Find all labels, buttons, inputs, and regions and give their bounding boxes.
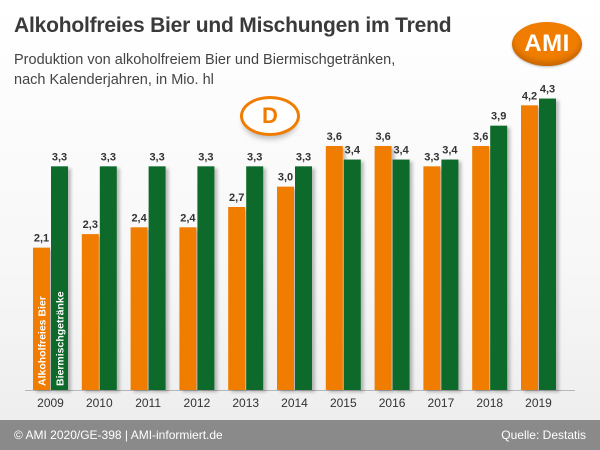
x-tick-label-2019: 2019	[525, 396, 552, 410]
chart-subtitle-line2: nach Kalenderjahren, in Mio. hl	[14, 72, 214, 88]
x-tick-label-2015: 2015	[330, 396, 357, 410]
value-label-alkoholfreies-bier-2019: 4,2	[522, 90, 537, 102]
legend-label-biermischgetraenke: Biermischgetränke	[55, 291, 67, 386]
value-label-alkoholfreies-bier-2013: 2,7	[229, 192, 244, 204]
bar-alkoholfreies-bier-2011	[130, 227, 148, 390]
bar-alkoholfreies-bier-2018	[472, 146, 490, 390]
value-label-alkoholfreies-bier-2010: 2,3	[83, 219, 98, 231]
bar-alkoholfreies-bier-2012	[179, 227, 197, 390]
bar-biermischgetraenke-2013	[246, 166, 264, 390]
footer-copyright: © AMI 2020/GE-398 | AMI-informiert.de	[14, 428, 223, 442]
value-label-alkoholfreies-bier-2011: 2,4	[131, 212, 147, 224]
bar-alkoholfreies-bier-2019	[521, 105, 538, 390]
value-label-alkoholfreies-bier-2014: 3,0	[278, 172, 293, 184]
bar-alkoholfreies-bier-2013	[228, 207, 246, 390]
country-badge: D	[240, 96, 300, 136]
bar-alkoholfreies-bier-2016	[374, 146, 392, 390]
value-label-biermischgetraenke-2010: 3,3	[101, 151, 116, 163]
bar-biermischgetraenke-2017	[441, 159, 459, 390]
value-label-biermischgetraenke-2009: 3,3	[52, 151, 67, 163]
footer-source: Quelle: Destatis	[501, 428, 586, 442]
bar-biermischgetraenke-2009	[51, 166, 68, 390]
value-label-biermischgetraenke-2015: 3,4	[345, 145, 361, 157]
value-label-biermischgetraenke-2014: 3,3	[296, 151, 311, 163]
bar-alkoholfreies-bier-2014	[277, 186, 294, 390]
bar-alkoholfreies-bier-2010	[81, 234, 99, 390]
value-label-biermischgetraenke-2012: 3,3	[198, 151, 213, 163]
bar-alkoholfreies-bier-2015	[325, 146, 343, 390]
bar-alkoholfreies-bier-2017	[423, 166, 441, 390]
bar-biermischgetraenke-2010	[99, 166, 117, 390]
value-label-alkoholfreies-bier-2009: 2,1	[34, 233, 49, 245]
legend-label-alkoholfreies-bier: Alkoholfreies Bier	[37, 296, 49, 386]
footer-bar: © AMI 2020/GE-398 | AMI-informiert.de Qu…	[0, 420, 600, 450]
bar-biermischgetraenke-2015	[343, 159, 361, 390]
value-label-biermischgetraenke-2013: 3,3	[247, 151, 262, 163]
chart-subtitle-line1: Produktion von alkoholfreiem Bier und Bi…	[14, 52, 396, 68]
bar-chart: 2,1 3,3 2009 2,3 3,3 2010 2,4 3,3 2011 2,4 3,3 2012…	[25, 84, 575, 410]
bar-biermischgetraenke-2019	[539, 98, 556, 391]
value-label-biermischgetraenke-2017: 3,4	[442, 145, 458, 157]
bar-biermischgetraenke-2018	[490, 125, 508, 391]
x-tick-label-2011: 2011	[135, 396, 161, 410]
value-label-alkoholfreies-bier-2016: 3,6	[375, 131, 390, 143]
value-label-biermischgetraenke-2011: 3,3	[149, 151, 164, 163]
value-label-alkoholfreies-bier-2015: 3,6	[327, 131, 342, 143]
bar-alkoholfreies-bier-2009	[33, 247, 50, 390]
value-label-biermischgetraenke-2018: 3,9	[491, 111, 506, 123]
x-tick-label-2014: 2014	[281, 396, 308, 410]
value-label-alkoholfreies-bier-2012: 2,4	[180, 212, 196, 224]
x-tick-label-2013: 2013	[232, 396, 259, 410]
bar-biermischgetraenke-2016	[392, 159, 410, 390]
value-label-alkoholfreies-bier-2017: 3,3	[424, 151, 439, 163]
bar-biermischgetraenke-2012	[197, 166, 215, 390]
value-label-biermischgetraenke-2019: 4,3	[540, 84, 555, 96]
x-tick-label-2009: 2009	[37, 396, 64, 410]
x-tick-label-2018: 2018	[476, 396, 503, 410]
bar-biermischgetraenke-2011	[148, 166, 166, 390]
x-tick-label-2010: 2010	[86, 396, 113, 410]
ami-logo-text: AMI	[524, 30, 570, 57]
x-tick-label-2012: 2012	[184, 396, 211, 410]
x-tick-label-2017: 2017	[428, 396, 455, 410]
chart-title: Alkoholfreies Bier und Mischungen im Tre…	[14, 14, 452, 37]
x-tick-label-2016: 2016	[379, 396, 406, 410]
value-label-alkoholfreies-bier-2018: 3,6	[473, 131, 488, 143]
value-label-biermischgetraenke-2016: 3,4	[393, 145, 409, 157]
ami-logo: AMI	[512, 22, 582, 66]
country-badge-text: D	[262, 103, 278, 128]
bar-biermischgetraenke-2014	[295, 166, 312, 390]
